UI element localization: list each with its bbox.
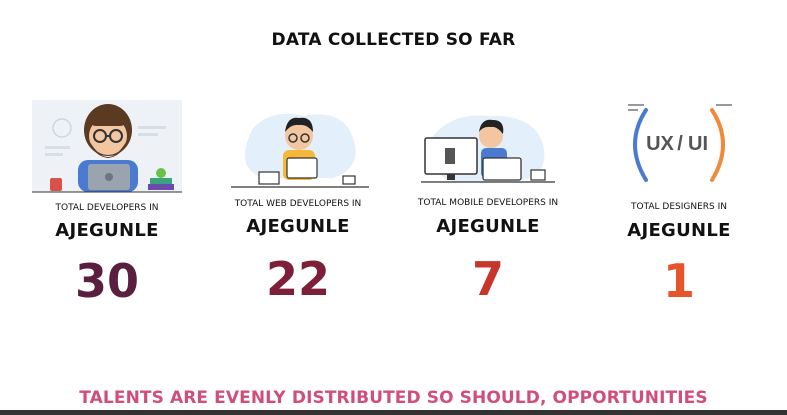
stat-value: 7 [471, 252, 504, 306]
stat-place: AJEGUNLE [246, 216, 350, 237]
stat-caption: TOTAL DESIGNERS IN [630, 202, 727, 212]
ux-label: UX [646, 133, 674, 155]
footer-tagline: TALENTS ARE EVENLY DISTRIBUTED SO SHOULD… [79, 388, 708, 408]
ui-label: UI [688, 133, 708, 155]
stat-place: AJEGUNLE [436, 216, 540, 237]
web-developer-illustration-icon [231, 113, 369, 188]
slash-label: / [677, 133, 683, 155]
stat-value: 30 [74, 254, 139, 308]
stat-caption: TOTAL DEVELOPERS IN [55, 203, 159, 213]
page-title: DATA COLLECTED SO FAR [271, 30, 516, 50]
stat-caption: TOTAL WEB DEVELOPERS IN [234, 199, 362, 209]
mobile-developer-illustration-icon [421, 115, 555, 183]
ux-ui-logo-icon: UX / UI [628, 104, 732, 182]
stat-place: AJEGUNLE [627, 220, 731, 241]
stat-caption: TOTAL MOBILE DEVELOPERS IN [417, 198, 559, 208]
bottom-divider [0, 410, 787, 415]
stat-place: AJEGUNLE [55, 220, 159, 241]
stat-value: 1 [662, 254, 695, 308]
developer-illustration-icon [32, 100, 182, 193]
stat-value: 22 [265, 252, 330, 306]
